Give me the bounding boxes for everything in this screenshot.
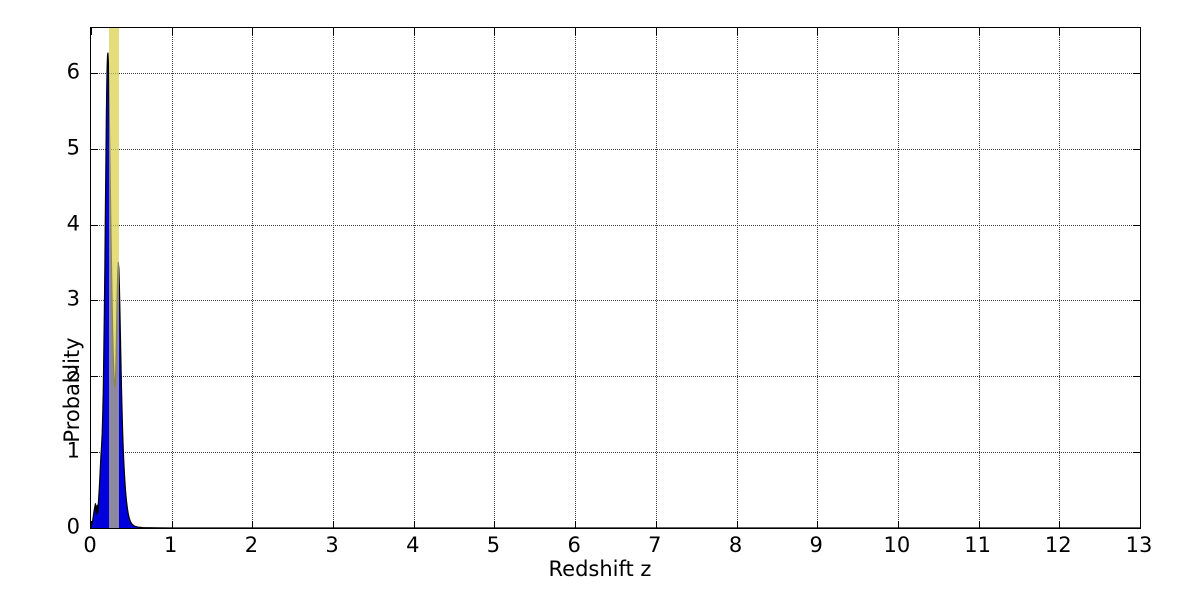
x-tick-top [655,28,657,35]
y-tick-label: 4 [66,211,80,235]
y-tick-left [91,224,98,226]
x-tick-bottom [978,521,980,528]
gridline-vertical [736,28,738,528]
x-tick-top [817,28,819,35]
x-tick-top [91,28,92,35]
x-tick-top [1059,28,1061,35]
x-tick-label: 6 [567,533,581,557]
x-tick-top [333,28,335,35]
gridline-vertical [817,28,819,528]
x-tick-label: 7 [648,533,662,557]
x-axis-label-text: Redshift z [548,557,652,581]
gridline-horizontal [91,376,1140,378]
gridline-vertical [978,28,980,528]
y-tick-label: 1 [66,438,80,463]
x-tick-top [494,28,496,35]
x-tick-bottom [494,521,496,528]
x-tick-bottom [1140,521,1141,528]
gridline-vertical [252,28,254,528]
y-tick-left [91,300,98,302]
gridline-vertical [655,28,657,528]
x-tick-bottom [413,521,415,528]
y-tick-left [91,148,98,150]
y-tick-left [91,72,98,74]
x-tick-bottom [897,521,899,528]
x-tick-bottom [817,521,819,528]
y-tick-right [1133,376,1140,378]
probability-density-curve [91,52,1140,528]
curve-fill [91,53,1140,528]
x-tick-label: 10 [883,533,911,557]
y-tick-label: 0 [66,514,80,539]
x-tick-top [978,28,980,35]
y-tick-label: 3 [66,286,80,311]
x-tick-label: 3 [325,533,339,557]
y-tick-right [1133,452,1140,454]
x-tick-label: 1 [164,533,178,557]
x-tick-label: 12 [1044,533,1072,557]
x-tick-top [736,28,738,35]
y-tick-left [91,528,98,529]
x-tick-label: 2 [244,533,259,557]
x-tick-bottom [575,521,577,528]
x-axis-label: Redshift z [0,557,1200,581]
gridline-horizontal [91,300,1140,302]
gridline-horizontal [91,452,1140,454]
y-tick-left [91,376,98,378]
gridline-vertical [575,28,577,528]
x-tick-top [575,28,577,35]
x-tick-label: 13 [1125,533,1153,557]
gridline-horizontal [91,224,1140,226]
x-tick-label: 11 [964,533,991,557]
y-tick-right [1133,528,1140,529]
x-tick-bottom [252,521,254,528]
x-tick-label: 0 [83,533,97,557]
highlight-band-overlay [109,28,119,528]
y-tick-right [1133,224,1140,226]
x-tick-label: 4 [406,533,420,557]
curve-outline [91,52,1140,528]
gridline-horizontal [91,72,1140,74]
gridline-vertical [413,28,415,528]
x-tick-label: 5 [486,533,501,557]
y-tick-right [1133,300,1140,302]
x-tick-top [413,28,415,35]
x-tick-bottom [1059,521,1061,528]
gridline-vertical [171,28,173,528]
y-tick-label: 6 [66,59,80,84]
x-tick-top [171,28,173,35]
x-tick-top [1140,28,1141,35]
x-tick-bottom [171,521,173,528]
y-tick-right [1133,72,1140,74]
gridline-horizontal [91,148,1140,150]
y-tick-left [91,452,98,454]
y-tick-label: 5 [66,135,80,160]
x-tick-bottom [736,521,738,528]
x-tick-top [897,28,899,35]
gridline-vertical [897,28,899,528]
x-tick-top [252,28,254,35]
gridline-vertical [494,28,496,528]
x-tick-bottom [655,521,657,528]
gridline-vertical [333,28,335,528]
x-tick-label: 9 [809,533,823,557]
gridline-vertical [1059,28,1061,528]
y-tick-label: 2 [66,362,80,387]
y-tick-right [1133,148,1140,150]
plot-area [90,27,1141,529]
x-tick-bottom [333,521,335,528]
x-tick-label: 8 [728,533,743,557]
